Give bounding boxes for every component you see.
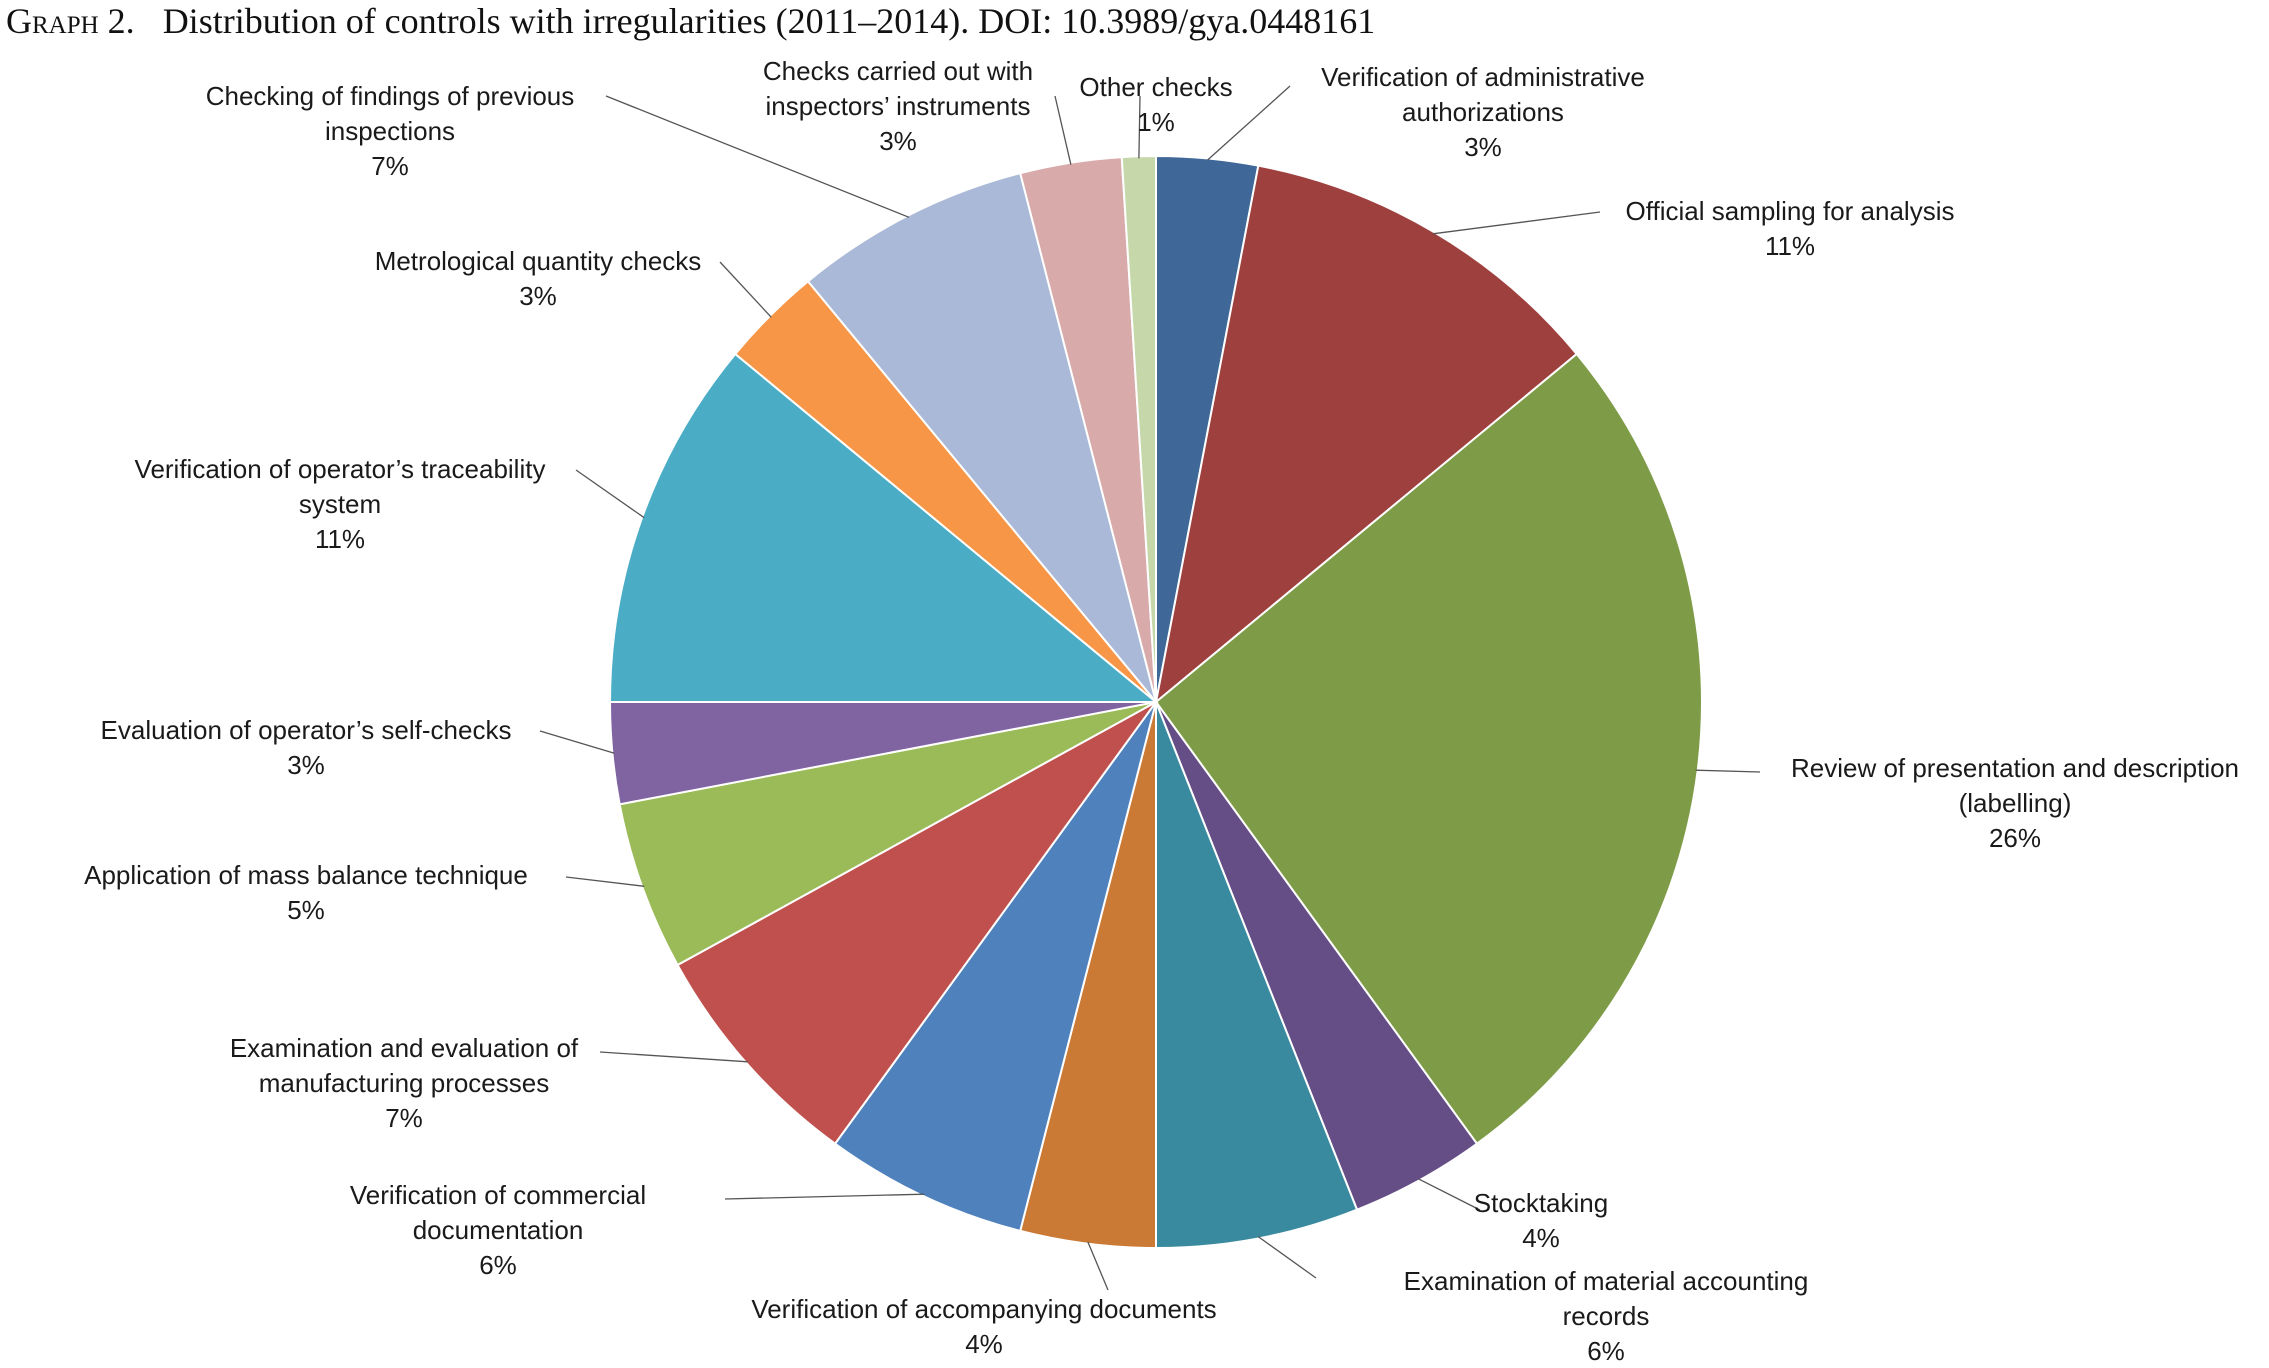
slice-label-line: records xyxy=(1563,1301,1650,1331)
slice-percent: 11% xyxy=(1765,231,1815,261)
slice-percent: 4% xyxy=(965,1329,1003,1359)
leader-line xyxy=(1432,211,1601,235)
slice-label-verification-of-administrative-authorizations: Verification of administrative authorizat… xyxy=(1321,62,1645,162)
pie-slice-examination-of-material-accounting-records xyxy=(1155,701,1359,1250)
slice-percent: 7% xyxy=(385,1103,423,1133)
pie-slices xyxy=(608,154,1703,1250)
slice-label-line: Checks carried out with xyxy=(763,56,1033,86)
slice-percent: 3% xyxy=(1464,132,1502,162)
slice-percent: 6% xyxy=(1587,1336,1625,1366)
slice-label-examination-of-material-accounting-records: Examination of material accounting record… xyxy=(1404,1266,1809,1366)
slice-percent: 5% xyxy=(287,895,325,925)
slice-label-line: Examination and evaluation of xyxy=(230,1033,579,1063)
slice-label-review-of-presentation-and-description-labelling: Review of presentation and description (l… xyxy=(1791,753,2239,853)
slice-label-evaluation-of-operators-self-checks: Evaluation of operator’s self-checks 3% xyxy=(101,715,512,780)
pie-slice-official-sampling-for-analysis xyxy=(1154,164,1579,705)
slice-label-checks-carried-out-with-inspectors-instruments: Checks carried out with inspectors’ instr… xyxy=(763,56,1033,156)
slice-percent: 7% xyxy=(371,151,409,181)
slice-label-line: Verification of accompanying documents xyxy=(751,1294,1216,1324)
slice-label-line: inspections xyxy=(325,116,455,146)
slice-label-verification-of-operators-traceability-system: Verification of operator’s traceability s… xyxy=(135,454,546,554)
figure-caption: Graph 2. Distribution of controls with ir… xyxy=(6,0,1375,42)
slice-percent: 1% xyxy=(1137,107,1175,137)
slice-label-application-of-mass-balance-technique: Application of mass balance technique 5% xyxy=(84,860,528,925)
slice-label-other-checks: Other checks 1% xyxy=(1079,72,1232,137)
slice-percent: 3% xyxy=(519,281,557,311)
leader-line xyxy=(605,95,910,218)
slice-label-line: system xyxy=(299,489,381,519)
slice-percent: 6% xyxy=(479,1250,517,1280)
slice-label-stocktaking: Stocktaking 4% xyxy=(1474,1188,1608,1253)
slice-label-verification-of-commercial-documentation: Verification of commercial documentation 6… xyxy=(350,1180,646,1280)
slice-label-line: documentation xyxy=(413,1215,584,1245)
slice-label-line: Other checks xyxy=(1079,72,1232,102)
slice-label-line: Evaluation of operator’s self-checks xyxy=(101,715,512,745)
caption-label: Graph 2. xyxy=(6,1,135,41)
slice-label-examination-and-evaluation-of-manufacturing-processes: Examination and evaluation of manufacturi… xyxy=(230,1033,579,1133)
slice-label-line: Verification of administrative xyxy=(1321,62,1645,92)
leader-line xyxy=(719,261,772,318)
slice-label-line: authorizations xyxy=(1402,97,1564,127)
slice-percent: 3% xyxy=(287,750,325,780)
slice-label-line: Examination of material accounting xyxy=(1404,1266,1809,1296)
slice-label-line: manufacturing processes xyxy=(259,1068,549,1098)
slice-label-line: inspectors’ instruments xyxy=(766,91,1031,121)
leader-line xyxy=(1206,85,1291,161)
pie-slice-checking-of-findings-of-previous-inspections xyxy=(806,171,1157,703)
leader-line xyxy=(539,730,615,754)
slice-label-line: Review of presentation and description xyxy=(1791,753,2239,783)
slice-label-checking-of-findings-of-previous-inspections: Checking of findings of previous inspecti… xyxy=(206,81,575,181)
slice-label-line: Official sampling for analysis xyxy=(1626,196,1955,226)
leader-line xyxy=(724,1193,925,1200)
leader-line xyxy=(1695,769,1761,773)
slice-percent: 26% xyxy=(1989,823,2041,853)
pie-slice-examination-and-evaluation-of-manufacturing-processes xyxy=(676,701,1157,1146)
slice-label-verification-of-accompanying-documents: Verification of accompanying documents 4% xyxy=(751,1294,1216,1359)
leader-line xyxy=(565,876,645,887)
leader-line xyxy=(1087,1241,1109,1291)
slice-percent: 3% xyxy=(879,126,917,156)
leader-line xyxy=(1417,1178,1481,1211)
slice-label-line: Checking of findings of previous xyxy=(206,81,575,111)
leader-line xyxy=(1054,95,1072,165)
slice-label-line: Verification of commercial xyxy=(350,1180,646,1210)
slice-label-line: Metrological quantity checks xyxy=(375,246,702,276)
slice-percent: 4% xyxy=(1522,1223,1560,1253)
pie-slice-application-of-mass-balance-technique xyxy=(618,701,1157,967)
slice-labels: Verification of administrative authorizat… xyxy=(84,56,2239,1366)
leader-line xyxy=(1138,95,1141,159)
slice-label-line: Stocktaking xyxy=(1474,1188,1608,1218)
leader-line xyxy=(1257,1235,1317,1279)
caption-text: Distribution of controls with irregulari… xyxy=(162,1,1376,41)
slice-label-metrological-quantity-checks: Metrological quantity checks 3% xyxy=(375,246,702,311)
pie-slice-verification-of-commercial-documentation xyxy=(833,701,1157,1233)
slice-label-line: Verification of operator’s traceability xyxy=(135,454,546,484)
slice-percent: 11% xyxy=(315,524,365,554)
leader-lines xyxy=(539,85,1761,1291)
leader-line xyxy=(599,1051,748,1063)
slice-label-line: Application of mass balance technique xyxy=(84,860,528,890)
slice-label-line: (labelling) xyxy=(1959,788,2072,818)
leader-line xyxy=(575,469,645,519)
slice-label-official-sampling-for-analysis: Official sampling for analysis 11% xyxy=(1626,196,1955,261)
